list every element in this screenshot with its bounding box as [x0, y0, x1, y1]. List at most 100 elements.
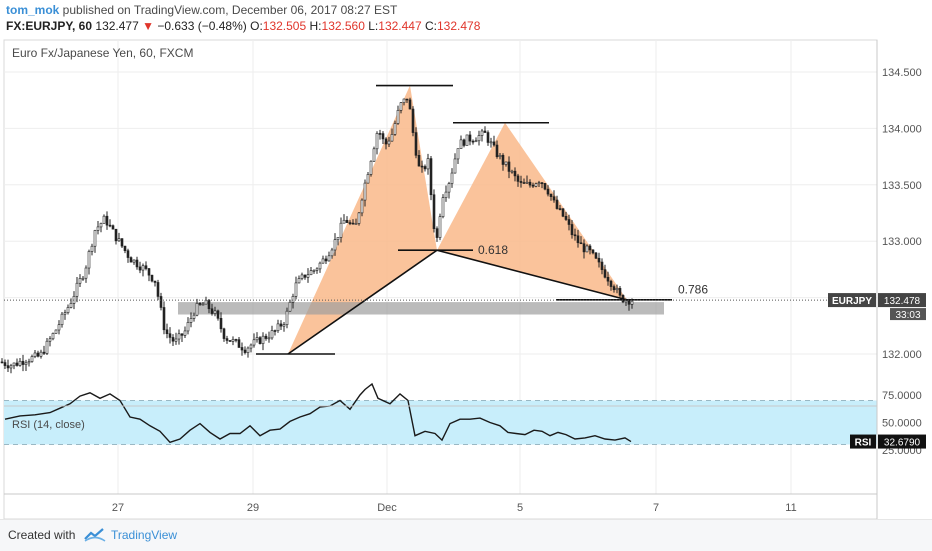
candle-body [396, 110, 400, 124]
low-value: 132.447 [378, 19, 422, 33]
candle-body [3, 362, 7, 366]
candle-body [519, 181, 523, 183]
candle-body [471, 140, 475, 143]
candle-body [618, 288, 622, 296]
candle-body [60, 313, 64, 326]
x-tick-label: Dec [377, 502, 397, 514]
x-tick-label: 5 [517, 502, 523, 514]
candle-body [12, 362, 16, 367]
candle-body [96, 226, 100, 231]
candle-body [192, 314, 196, 319]
candle-body [483, 130, 487, 133]
candle-body [336, 237, 340, 240]
high-label: H: [309, 19, 322, 33]
candle-body [84, 267, 88, 279]
y-tick-label: 133.500 [882, 180, 922, 192]
candle-body [480, 130, 484, 136]
candle-body [306, 274, 310, 278]
candle-body [78, 278, 82, 284]
candle-body [411, 108, 415, 133]
rsi-label-tag [850, 434, 876, 449]
candle-body [576, 235, 580, 244]
candle-body [351, 222, 355, 225]
author-link[interactable]: tom_mok [6, 3, 60, 17]
candle-body [594, 252, 598, 259]
candle-body [54, 329, 58, 334]
rsi-title: RSI (14, close) [12, 419, 85, 431]
candle-body [432, 194, 436, 229]
candle-body [468, 134, 472, 142]
y-tick-label: 133.000 [882, 236, 922, 248]
candle-body [372, 148, 376, 162]
candle-body [246, 347, 250, 353]
candle-body [441, 197, 445, 217]
candle-body [600, 261, 604, 270]
candle-body [603, 269, 607, 278]
candle-body [624, 300, 628, 303]
candle-body [597, 257, 601, 263]
candle-body [549, 193, 553, 197]
candle-body [588, 245, 592, 251]
candle-body [267, 337, 271, 340]
candle-body [213, 310, 217, 314]
candle-body [444, 191, 448, 198]
candle-body [393, 123, 397, 135]
candle-body [129, 257, 133, 263]
candle-body [540, 182, 544, 185]
rsi-tick-label: 75.0000 [882, 390, 922, 402]
candle-body [66, 307, 70, 313]
candle-body [195, 303, 199, 316]
candle-body [456, 148, 460, 160]
candle-body [282, 324, 286, 327]
bd-trend-line [436, 249, 628, 301]
symbol-label[interactable]: FX:EURJPY, 60 [6, 19, 93, 33]
candle-body [390, 134, 394, 142]
candle-body [102, 215, 106, 224]
publish-text: published on TradingView.com, December 0… [59, 3, 398, 17]
low-label: L: [368, 19, 379, 33]
candle-body [132, 259, 136, 263]
candle-body [435, 228, 439, 238]
candle-body [249, 344, 253, 349]
candle-body [447, 183, 451, 193]
candle-body [363, 182, 367, 201]
candle-body [42, 351, 46, 354]
candle-body [528, 181, 532, 186]
rsi-tag-label: RSI [855, 438, 872, 449]
tradingview-logo-icon[interactable] [83, 526, 107, 544]
rsi-tick-label: 50.0000 [882, 418, 922, 430]
candle-body [438, 216, 442, 238]
candle-body [516, 175, 520, 182]
header: tom_mok published on TradingView.com, De… [0, 0, 932, 36]
candle-body [45, 340, 49, 354]
open-label: O: [250, 19, 263, 33]
candle-body [294, 282, 298, 297]
pattern-xab [288, 85, 437, 354]
candle-body [459, 139, 463, 149]
candle-body [288, 301, 292, 312]
candle-body [312, 270, 316, 272]
candle-body [339, 222, 343, 238]
down-arrow-icon: ▼ [142, 19, 155, 33]
chart-frame [3, 39, 878, 519]
candle-body [573, 234, 577, 237]
x-tick-label: 29 [247, 502, 259, 514]
candle-body [498, 155, 502, 158]
tradingview-brand[interactable]: TradingView [111, 528, 178, 542]
harmonic-pattern[interactable] [178, 85, 664, 354]
candle-body [303, 274, 307, 278]
candle-body [327, 255, 331, 262]
x-tick-label: 7 [653, 502, 659, 514]
candle-body [453, 158, 457, 174]
countdown-tag [890, 308, 926, 321]
ratio-label: 0.618 [478, 243, 508, 257]
candle-body [348, 222, 352, 224]
candle-body [567, 219, 571, 225]
last-price-tag [878, 293, 926, 308]
candle-body [561, 208, 565, 217]
candle-body [153, 280, 157, 283]
candle-body [87, 251, 91, 269]
candle-body [501, 155, 505, 165]
candle-body [366, 174, 370, 184]
